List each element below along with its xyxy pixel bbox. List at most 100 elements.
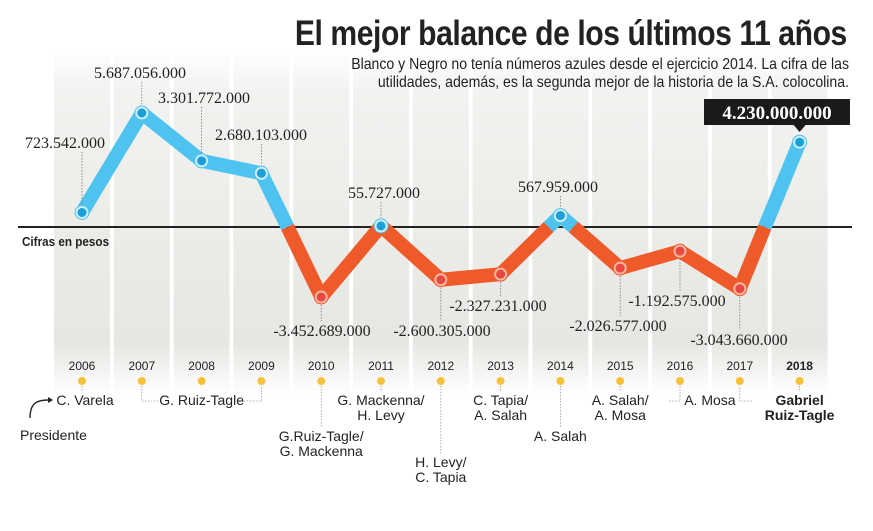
president-label: A. Mosa [684,392,736,408]
value-label: -3.452.689.000 [273,323,370,340]
page-subtitle: Blanco y Negro no tenía números azules d… [351,56,849,91]
year-label: 2006 [69,359,96,373]
value-label: 567.959.000 [518,179,598,196]
background-column [412,50,469,395]
timeline-dot [556,377,565,385]
president-label: A. Salah [534,428,587,444]
value-label: 723.542.000 [25,135,105,152]
president-label: G. Mackenna/H. Levy [337,392,424,423]
president-label-line: A. Salah/ [592,392,649,408]
president-label-line: Ruiz-Tagle [765,407,835,423]
president-label-line: A. Mosa [595,407,647,423]
data-point [256,168,266,178]
year-label: 2013 [487,359,514,373]
year-label: 2017 [726,359,753,373]
series-segment-negative [377,221,446,285]
series-segment-negative [495,222,554,280]
president-label: A. Salah/A. Mosa [592,392,649,423]
timeline-dot [78,377,86,385]
timeline-dot [137,377,146,385]
highlight-label: 4.230.000.000 [704,99,850,132]
data-point [795,137,805,147]
president-timeline: 2006 2007 2008 2009 2010 2011 2012 2013 2014 2015… [20,359,835,485]
value-label: 3.301.772.000 [158,90,250,107]
series-segment-positive [76,109,148,217]
leader-lines [81,82,741,330]
year-label: 2015 [607,359,634,373]
year-label: 2009 [248,359,275,373]
background-column [54,50,110,395]
value-label: -2.600.305.000 [393,323,490,340]
data-points [74,105,808,305]
president-label-line: H. Levy [357,407,404,423]
timeline-dot [616,377,625,385]
year-label: 2012 [427,359,454,373]
year-label: 2014 [547,359,574,373]
president-label: C. Tapia/A. Salah [473,392,528,423]
timeline-dot [436,377,445,385]
highlight-pointer [793,125,806,132]
series-segment-negative [568,221,625,274]
data-point [555,211,565,221]
president-label: G. Ruiz-Tagle [159,392,244,408]
president-label-line: C. Tapia [415,469,466,485]
data-point [197,156,207,166]
year-label: 2008 [188,359,215,373]
series-segment-positive [137,107,206,167]
president-label-line: H. Levy/ [415,454,466,470]
president-label-line: G. Mackenna [280,443,363,459]
value-label: -3.043.660.000 [690,332,787,349]
timeline-dot [795,377,804,385]
year-label: 2018 [786,359,813,373]
background-column [293,50,350,395]
year-label: 2010 [308,359,335,373]
timeline-dot [735,377,744,385]
president-label-line: A. Salah [534,428,587,444]
series-segment-positive [255,170,294,231]
value-label-highlight: 4.230.000.000 [722,103,831,124]
year-label: 2011 [368,359,394,373]
data-point [77,207,87,217]
timeline-dot [377,377,385,385]
president-label-line: Gabriel [775,392,823,408]
y-axis-label: Cifras en pesos [22,234,109,249]
background-column [592,50,649,395]
president-label-line: G. Ruiz-Tagle [159,392,244,408]
president-label-line: C. Tapia/ [473,392,528,408]
series-segment-negative [315,222,386,302]
curved-arrow-icon [29,399,49,419]
president-label-line: A. Mosa [684,392,736,408]
president-label-line: G. Mackenna/ [337,392,424,408]
value-label: -1.192.575.000 [628,293,725,310]
timeline-label: Presidente [20,427,87,443]
president-label-line: G.Ruiz-Tagle/ [279,428,364,444]
value-label: 2.680.103.000 [215,127,307,144]
president-label: H. Levy/C. Tapia [415,454,466,485]
data-point [376,221,386,231]
data-point [436,275,446,285]
president-label-line: C. Varela [56,392,114,408]
background-columns [54,50,828,395]
value-label: 5.687.056.000 [94,65,186,82]
series-segment-positive [200,153,263,181]
timeline-dot [257,377,266,385]
series-segment-negative [281,223,328,301]
data-point [316,292,326,302]
year-label: 2007 [128,359,155,373]
data-point [675,246,685,256]
president-connector [141,386,262,402]
timeline-dot [676,377,684,385]
data-point [137,108,147,118]
series-segment-negative [440,267,502,287]
series-segment-negative [618,244,682,275]
timeline-dot [317,377,326,385]
series-segment-positive [758,139,807,230]
president-connector [667,386,752,402]
series-segment-negative [676,245,744,295]
page-title: El mejor balance de los últimos 11 años [295,14,847,53]
data-point [496,269,506,279]
year-label: 2016 [667,359,694,373]
arrow-head-icon [48,397,53,403]
timeline-dot [496,377,505,385]
